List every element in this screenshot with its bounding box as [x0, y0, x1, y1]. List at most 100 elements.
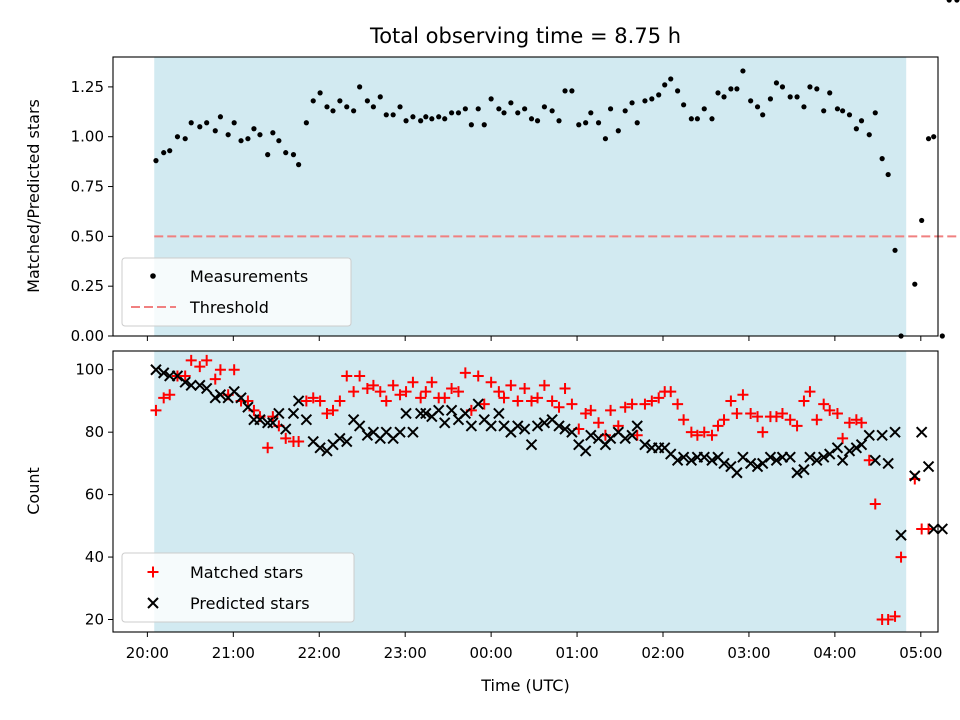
predicted-star-point	[770, 454, 783, 466]
predicted-star-point	[604, 432, 617, 445]
matched-star-point	[367, 379, 379, 391]
matched-star-point	[394, 389, 406, 401]
measurement-point	[496, 106, 502, 112]
matched-star-point	[843, 417, 855, 429]
top-panel-marks	[153, 0, 960, 339]
matched-star-point	[770, 411, 782, 423]
matched-star-point	[585, 404, 597, 416]
measurement-point	[615, 128, 621, 134]
matched-star-point	[653, 392, 665, 404]
top-x-ticks	[146, 336, 922, 341]
measurement-point	[701, 106, 707, 112]
predicted-star-point	[512, 420, 524, 432]
matched-star-point	[314, 395, 326, 407]
matched-star-point	[619, 401, 631, 413]
measurement-point	[310, 98, 316, 104]
measurement-point	[296, 162, 302, 168]
matched-star-point	[706, 429, 718, 441]
measurement-point	[931, 134, 937, 140]
predicted-star-point	[518, 423, 531, 435]
x-tick-label: 21:00	[212, 644, 255, 662]
y-tick-label: 0.25	[71, 277, 104, 295]
matched-star-point	[837, 432, 849, 444]
measurement-point	[588, 110, 594, 116]
measurement-point	[528, 116, 535, 122]
predicted-star-point	[836, 454, 849, 466]
measurement-point	[675, 88, 681, 94]
x-tick-label: 03:00	[727, 644, 770, 662]
x-tick-label: 00:00	[470, 644, 513, 662]
matched-star-point	[185, 354, 197, 366]
matched-star-point	[553, 401, 565, 413]
measurement-point	[872, 110, 878, 116]
measurement-point	[265, 152, 271, 158]
matched-star-point	[831, 407, 843, 419]
matched-star-point	[387, 379, 399, 391]
predicted-star-point	[731, 467, 743, 479]
measurement-point	[728, 86, 734, 92]
predicted-star-point	[764, 451, 777, 463]
predicted-star-point	[185, 379, 197, 392]
top-y-axis-label: Matched/Predicted stars	[24, 99, 43, 293]
measurement-point	[801, 104, 807, 110]
measurement-point	[436, 114, 442, 120]
x-tick-label: 20:00	[126, 644, 169, 662]
predicted-star-point	[525, 438, 538, 451]
predicted-star-point	[876, 429, 888, 442]
matched-star-point	[519, 382, 531, 394]
bottom-panel: 20 40 60 80 100 20:00 21:00 22:00 23:00 00:00 01:…	[24, 351, 949, 695]
measurement-point	[827, 90, 833, 96]
measurement-point	[794, 94, 800, 100]
matched-star-point	[698, 426, 710, 438]
matched-star-point	[718, 414, 730, 426]
measurement-point	[370, 104, 376, 110]
y-tick-label: 100	[75, 361, 104, 379]
measurement-point	[238, 138, 244, 144]
predicted-star-point	[915, 426, 928, 438]
measurement-point	[919, 217, 925, 224]
predicted-star-point	[353, 420, 366, 432]
bottom-panel-marks	[150, 354, 949, 626]
measurement-point	[225, 132, 231, 138]
predicted-star-point	[566, 426, 578, 438]
matched-star-point	[712, 420, 724, 432]
predicted-star-point	[756, 457, 769, 470]
matched-star-point	[400, 386, 412, 398]
measurement-point	[317, 90, 323, 96]
predicted-star-point	[639, 438, 651, 451]
measurement-point	[814, 86, 820, 92]
measurement-point	[866, 132, 872, 138]
measurement-point	[167, 148, 173, 154]
matched-star-point	[784, 414, 796, 426]
matched-star-point	[923, 523, 935, 535]
measurement-point	[595, 120, 602, 126]
matched-star-point	[179, 370, 191, 382]
measurement-point	[954, 0, 960, 3]
predicted-star-point	[538, 417, 551, 429]
predicted-star-point	[171, 370, 184, 382]
matched-star-point	[327, 404, 339, 416]
x-axis-label: Time (UTC)	[480, 676, 569, 695]
x-tick-label: 01:00	[555, 644, 598, 662]
y-tick-label: 0.50	[71, 227, 104, 245]
chart-title: Total observing time = 8.75 h	[369, 24, 681, 48]
predicted-star-point	[209, 392, 221, 404]
measurement-point	[879, 156, 885, 162]
matched-star-point	[791, 420, 803, 432]
predicted-star-point	[157, 367, 170, 379]
matched-star-point	[209, 373, 221, 385]
y-tick-label: 0.00	[71, 327, 104, 345]
predicted-star-point	[791, 467, 803, 479]
matched-star-point	[566, 398, 578, 410]
matched-star-point	[459, 367, 471, 379]
predicted-star-point	[493, 407, 505, 420]
predicted-star-point	[150, 364, 162, 376]
y-tick-label: 1.00	[71, 128, 104, 146]
predicted-star-point	[553, 420, 565, 432]
predicted-star-point	[414, 407, 427, 420]
measurement-point	[257, 132, 263, 138]
x-tick-label: 04:00	[813, 644, 856, 662]
matched-star-point	[546, 395, 558, 407]
predicted-star-point	[472, 398, 484, 410]
